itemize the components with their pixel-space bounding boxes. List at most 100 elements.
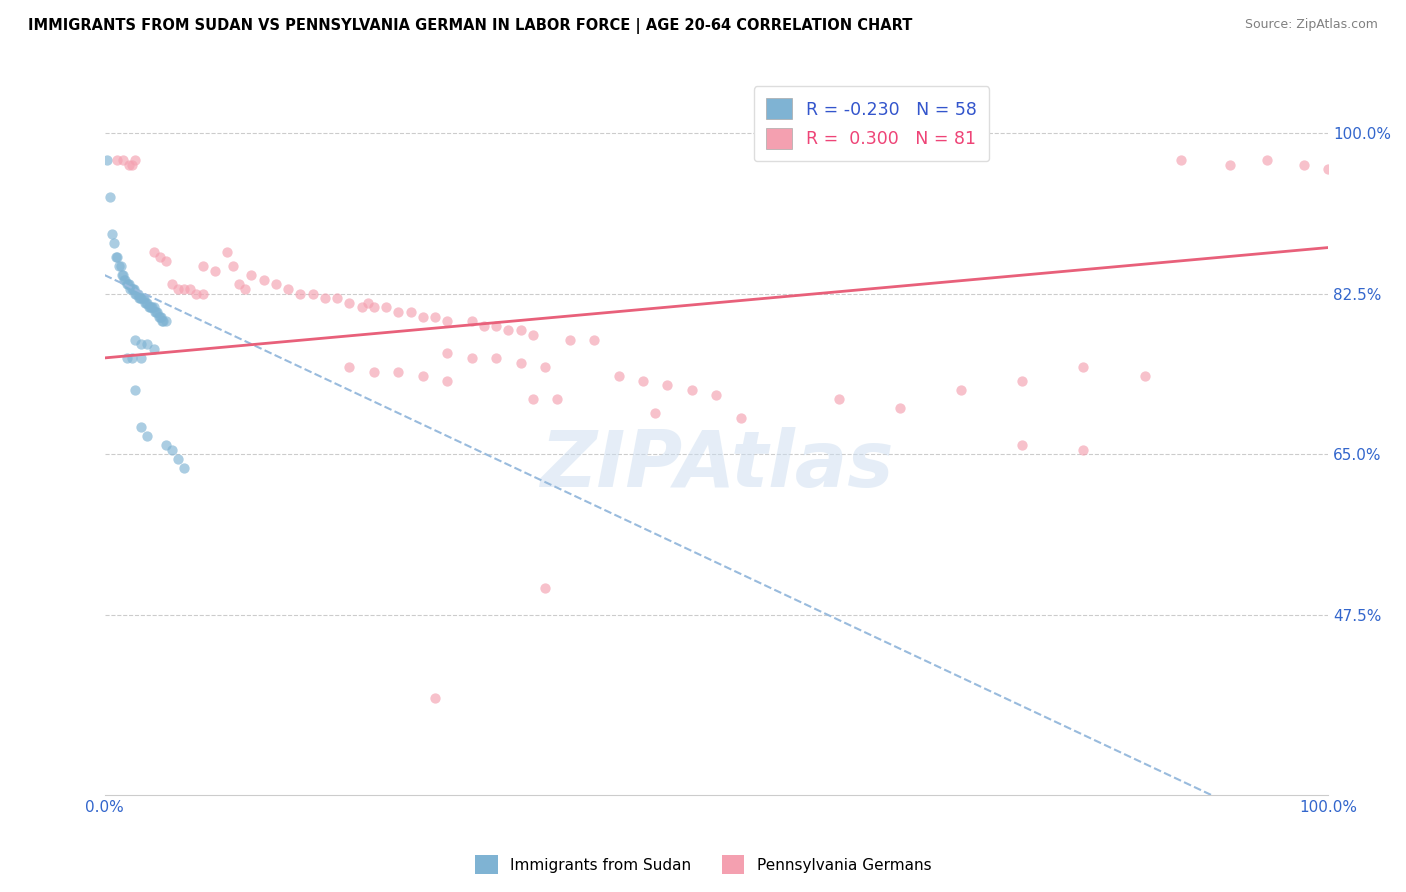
Point	[138, 301, 160, 315]
Point	[423, 310, 446, 324]
Point	[173, 282, 195, 296]
Point	[277, 282, 299, 296]
Point	[326, 291, 349, 305]
Point	[644, 406, 666, 420]
Point	[124, 286, 146, 301]
Point	[472, 318, 495, 333]
Point	[167, 282, 190, 296]
Point	[173, 461, 195, 475]
Point	[375, 301, 398, 315]
Point	[179, 282, 201, 296]
Point	[132, 291, 155, 305]
Point	[363, 301, 385, 315]
Point	[131, 291, 153, 305]
Point	[498, 323, 520, 337]
Point	[436, 346, 458, 360]
Point	[131, 420, 153, 434]
Point	[1317, 162, 1340, 177]
Point	[128, 291, 150, 305]
Point	[558, 333, 581, 347]
Point	[136, 337, 159, 351]
Point	[1170, 153, 1192, 168]
Point	[131, 291, 153, 305]
Point	[264, 277, 287, 292]
Point	[215, 245, 238, 260]
Point	[191, 286, 214, 301]
Point	[145, 305, 167, 319]
Point	[253, 273, 276, 287]
Point	[148, 310, 170, 324]
Point	[127, 286, 149, 301]
Point	[141, 301, 163, 315]
Text: ZIPAtlas: ZIPAtlas	[540, 426, 893, 503]
Point	[118, 158, 141, 172]
Point	[112, 273, 135, 287]
Point	[314, 291, 336, 305]
Point	[111, 268, 134, 282]
Point	[1292, 158, 1315, 172]
Point	[139, 301, 162, 315]
Point	[357, 295, 380, 310]
Point	[485, 318, 508, 333]
Point	[167, 452, 190, 467]
Point	[121, 282, 143, 296]
Point	[121, 351, 143, 365]
Point	[134, 295, 156, 310]
Point	[124, 153, 146, 168]
Point	[461, 351, 484, 365]
Point	[222, 259, 245, 273]
Point	[436, 374, 458, 388]
Point	[657, 378, 679, 392]
Point	[122, 282, 145, 296]
Point	[950, 383, 973, 397]
Point	[509, 355, 531, 369]
Point	[607, 369, 630, 384]
Point	[1219, 158, 1241, 172]
Point	[96, 153, 118, 168]
Point	[160, 442, 183, 457]
Point	[142, 301, 165, 315]
Point	[412, 310, 434, 324]
Point	[112, 153, 135, 168]
Point	[534, 360, 557, 375]
Point	[121, 282, 143, 296]
Point	[191, 259, 214, 273]
Point	[1256, 153, 1278, 168]
Point	[228, 277, 250, 292]
Point	[240, 268, 263, 282]
Point	[290, 286, 312, 301]
Point	[350, 301, 373, 315]
Point	[129, 291, 152, 305]
Point	[125, 286, 148, 301]
Text: Source: ZipAtlas.com: Source: ZipAtlas.com	[1244, 18, 1378, 31]
Point	[131, 337, 153, 351]
Point	[631, 374, 654, 388]
Point	[114, 273, 136, 287]
Point	[160, 277, 183, 292]
Point	[730, 410, 752, 425]
Point	[337, 360, 360, 375]
Point	[135, 295, 157, 310]
Point	[142, 342, 165, 356]
Point	[546, 392, 568, 407]
Point	[301, 286, 323, 301]
Point	[115, 351, 138, 365]
Point	[235, 282, 257, 296]
Point	[101, 227, 124, 241]
Point	[509, 323, 531, 337]
Point	[399, 305, 422, 319]
Point	[142, 245, 165, 260]
Point	[110, 259, 132, 273]
Legend: Immigrants from Sudan, Pennsylvania Germans: Immigrants from Sudan, Pennsylvania Germ…	[468, 849, 938, 880]
Point	[115, 277, 138, 292]
Point	[681, 383, 703, 397]
Point	[436, 314, 458, 328]
Point	[534, 581, 557, 595]
Point	[149, 250, 172, 264]
Point	[152, 314, 174, 328]
Point	[155, 314, 177, 328]
Point	[118, 277, 141, 292]
Point	[103, 235, 125, 250]
Point	[131, 351, 153, 365]
Point	[149, 310, 172, 324]
